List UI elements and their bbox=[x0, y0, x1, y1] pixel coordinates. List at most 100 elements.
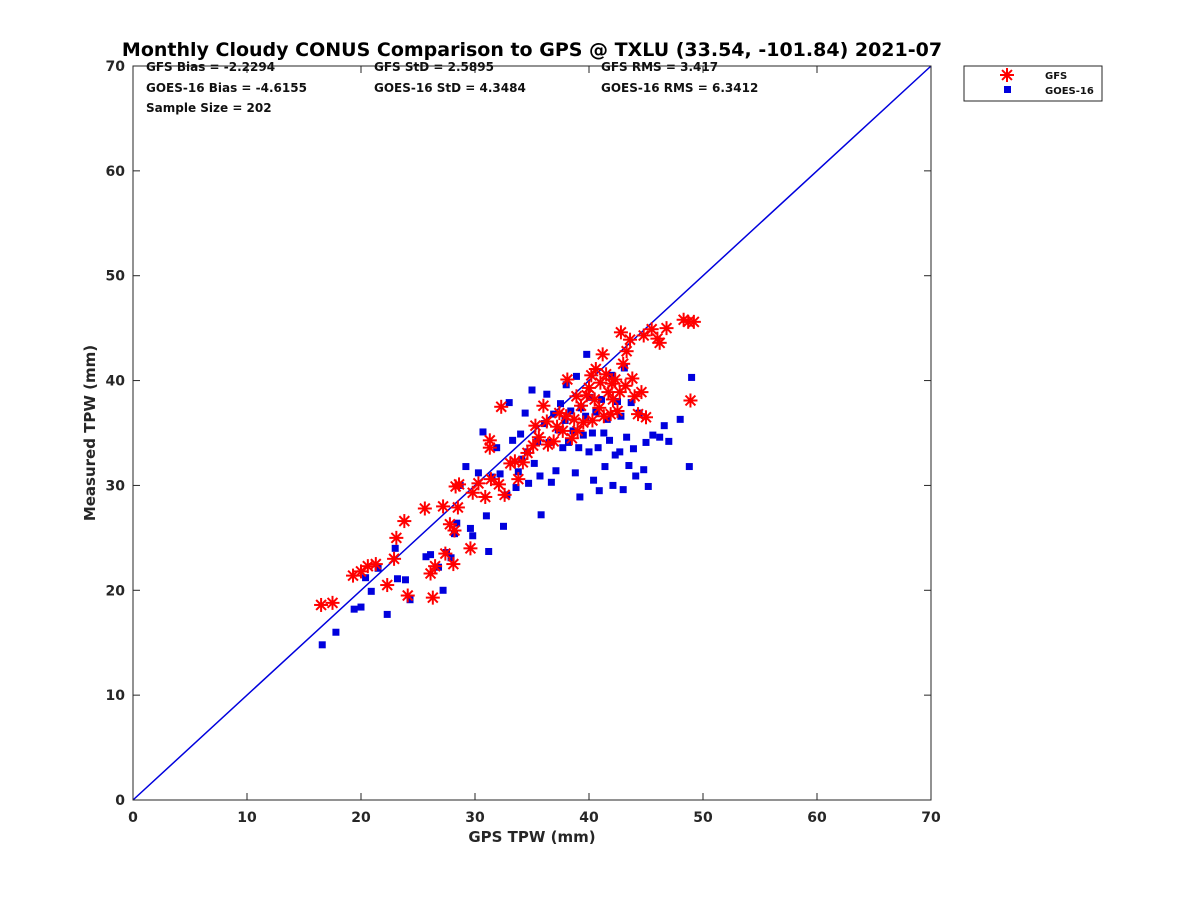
gfs-point bbox=[483, 472, 498, 487]
gfs-point bbox=[623, 332, 638, 347]
x-axis: 0 10 20 30 40 50 60 70 bbox=[128, 66, 941, 826]
stat-gfs-std: GFS StD = 2.5895 bbox=[374, 60, 494, 74]
x-tick-label: 70 bbox=[921, 810, 941, 826]
plot-frame bbox=[132, 65, 932, 801]
one-to-one-line bbox=[132, 65, 932, 801]
goes16-point bbox=[644, 482, 652, 490]
goes16-point bbox=[595, 487, 603, 495]
gfs-point bbox=[686, 314, 701, 329]
goes16-point bbox=[688, 373, 696, 381]
goes16-point bbox=[665, 437, 673, 445]
y-axis: 0 10 20 30 40 50 60 70 bbox=[106, 59, 931, 809]
goes16-point bbox=[462, 463, 470, 471]
gfs-point bbox=[526, 438, 541, 453]
gfs-point bbox=[644, 322, 659, 337]
gfs-point bbox=[659, 321, 674, 336]
goes16-point bbox=[530, 459, 538, 467]
goes16-point bbox=[401, 576, 409, 584]
stat-gfs-rms: GFS RMS = 3.417 bbox=[601, 60, 718, 74]
gfs-point bbox=[652, 335, 667, 350]
goes16-point bbox=[482, 512, 490, 520]
goes16-point bbox=[521, 409, 529, 417]
y-tick-label: 60 bbox=[106, 164, 126, 180]
goes16-point bbox=[547, 478, 555, 486]
gfs-point bbox=[555, 423, 570, 438]
gfs-point bbox=[360, 559, 375, 574]
gfs-point bbox=[428, 559, 443, 574]
goes16-point bbox=[640, 466, 648, 474]
goes16-point bbox=[552, 467, 560, 475]
gfs-point bbox=[683, 393, 698, 408]
goes16-point bbox=[318, 641, 326, 649]
goes16-point bbox=[576, 493, 584, 501]
goes16-point bbox=[629, 445, 637, 453]
goes16-point bbox=[393, 575, 401, 583]
gfs-point bbox=[560, 372, 575, 387]
goes16-point bbox=[367, 587, 375, 595]
gfs-point bbox=[380, 578, 395, 593]
gfs-point bbox=[447, 523, 462, 538]
goes16-point bbox=[391, 544, 399, 552]
goes16-point bbox=[619, 486, 627, 494]
legend-gfs-marker bbox=[1000, 68, 1014, 82]
goes16-point bbox=[554, 426, 562, 434]
legend: GFS GOES-16 bbox=[963, 65, 1103, 102]
legend-gfs-asterisk bbox=[1000, 68, 1014, 82]
goes16-point bbox=[571, 469, 579, 477]
goes16-point bbox=[656, 433, 664, 441]
goes16-point bbox=[642, 438, 650, 446]
gfs-point bbox=[613, 325, 628, 340]
stat-goes-std: GOES-16 StD = 4.3484 bbox=[374, 81, 526, 95]
gfs-point bbox=[511, 472, 526, 487]
y-tick-label: 70 bbox=[106, 59, 126, 75]
y-tick-label: 20 bbox=[106, 583, 126, 599]
gfs-point bbox=[497, 487, 512, 502]
goes16-point bbox=[383, 610, 391, 618]
x-axis-label: GPS TPW (mm) bbox=[468, 828, 595, 846]
gfs-point bbox=[610, 403, 625, 418]
goes16-point bbox=[616, 448, 624, 456]
gfs-point bbox=[528, 418, 543, 433]
goes16-point bbox=[496, 470, 504, 478]
goes16-point bbox=[594, 444, 602, 452]
x-tick-label: 60 bbox=[807, 810, 827, 826]
gfs-point bbox=[438, 546, 453, 561]
goes16-point bbox=[614, 398, 621, 406]
goes16-point bbox=[525, 479, 533, 487]
goes16-point bbox=[350, 605, 358, 613]
chart-title: Monthly Cloudy CONUS Comparison to GPS @… bbox=[122, 39, 942, 61]
gfs-point bbox=[582, 380, 596, 395]
stat-sample-size: Sample Size = 202 bbox=[146, 101, 272, 115]
gfs-point bbox=[417, 501, 432, 516]
goes16-point bbox=[623, 433, 631, 441]
goes16-point bbox=[627, 399, 635, 407]
goes16-point bbox=[620, 364, 628, 372]
goes16-point bbox=[517, 430, 525, 438]
stat-gfs-bias: GFS Bias = -2.2294 bbox=[146, 60, 275, 74]
goes16-point bbox=[590, 476, 598, 484]
gfs-point bbox=[446, 557, 461, 572]
gfs-point bbox=[625, 371, 640, 386]
gfs-point bbox=[389, 530, 404, 545]
gfs-point bbox=[387, 551, 402, 566]
goes16-point bbox=[509, 436, 517, 444]
goes16-point bbox=[557, 400, 564, 408]
goes16-point bbox=[439, 586, 447, 594]
gfs-point bbox=[599, 367, 614, 382]
gfs-point bbox=[368, 557, 383, 572]
plot-marks bbox=[132, 65, 932, 801]
gfs-point bbox=[608, 372, 623, 387]
goes16-point bbox=[332, 628, 340, 636]
goes16-point bbox=[469, 532, 477, 540]
gfs-point bbox=[616, 356, 631, 371]
y-tick-label: 0 bbox=[115, 793, 125, 809]
y-tick-label: 10 bbox=[106, 688, 126, 704]
goes16-point bbox=[583, 350, 591, 358]
x-tick-label: 0 bbox=[128, 810, 138, 826]
gfs-point bbox=[494, 399, 509, 414]
goes16-point bbox=[660, 422, 668, 430]
goes16-point bbox=[649, 431, 657, 439]
goes16-point bbox=[406, 596, 414, 604]
goes16-point bbox=[579, 431, 587, 439]
legend-gfs-label: GFS bbox=[1045, 71, 1067, 82]
